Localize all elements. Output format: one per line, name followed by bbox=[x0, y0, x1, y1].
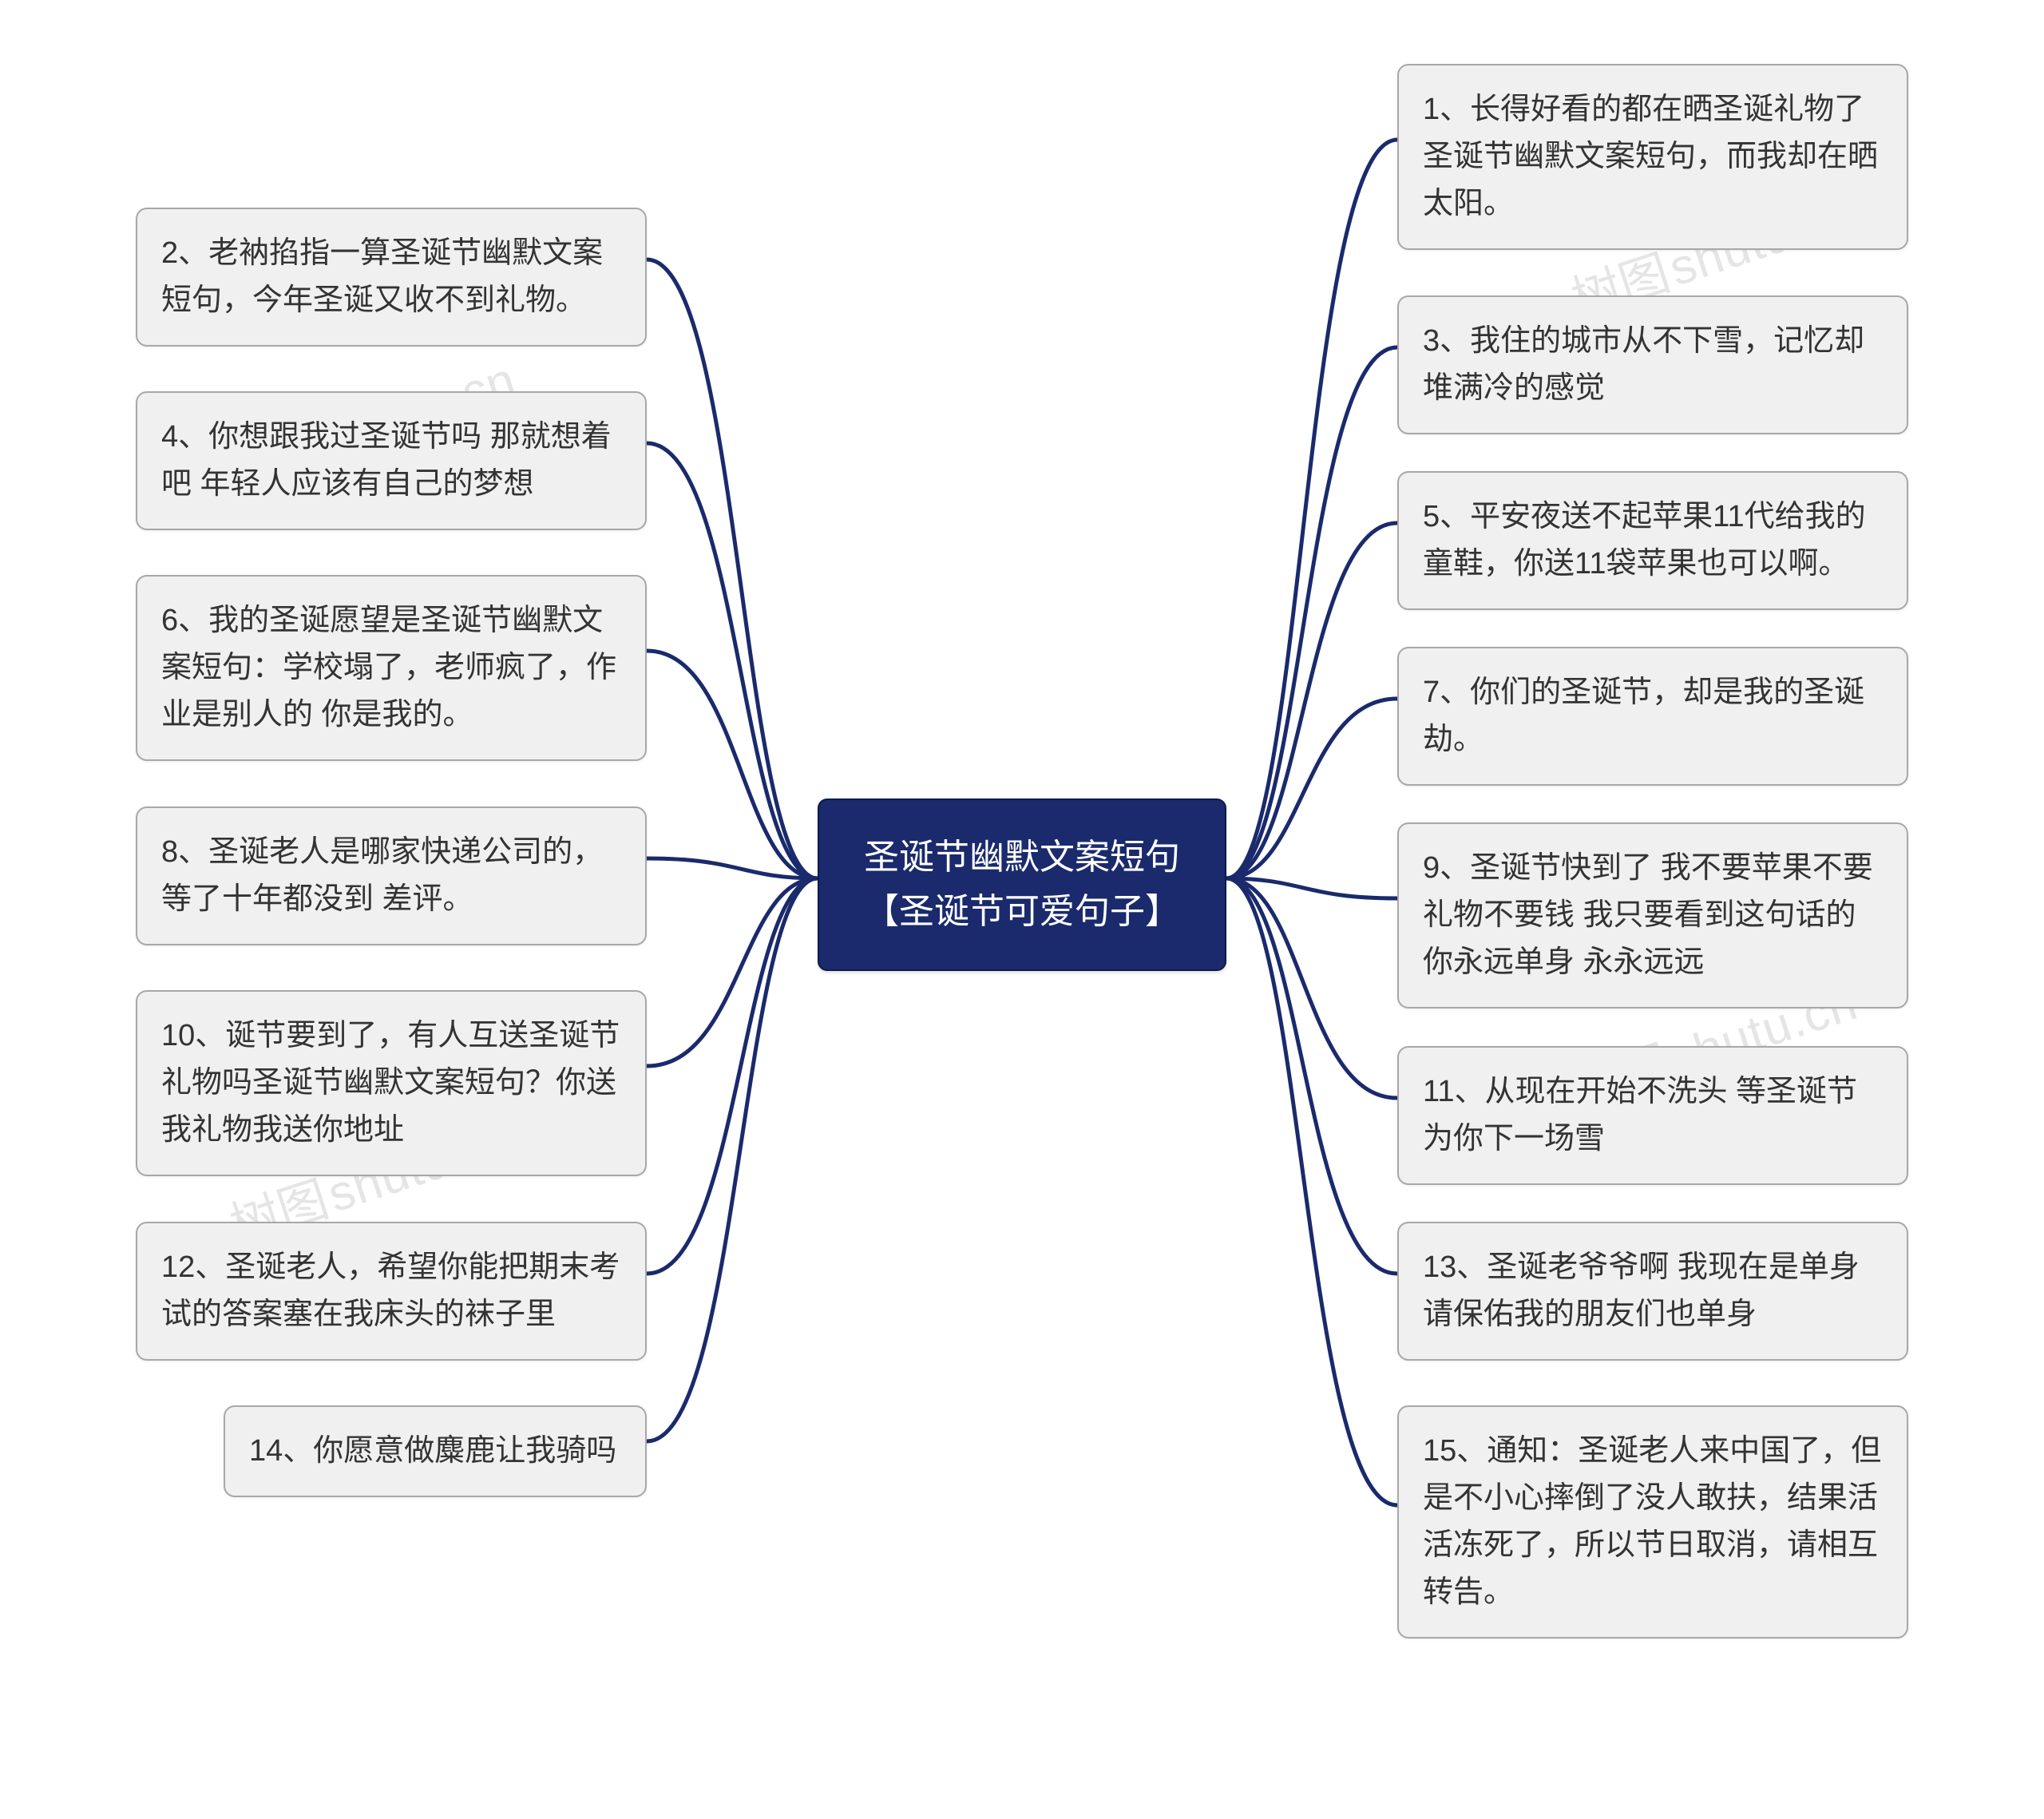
connector bbox=[647, 260, 818, 878]
connector bbox=[1226, 878, 1397, 1505]
leaf-node-6[interactable]: 6、我的圣诞愿望是圣诞节幽默文案短句：学校塌了，老师疯了，作业是别人的 你是我的… bbox=[136, 575, 647, 761]
connector bbox=[1226, 878, 1397, 1274]
connector bbox=[1226, 878, 1397, 898]
leaf-node-4[interactable]: 4、你想跟我过圣诞节吗 那就想着吧 年轻人应该有自己的梦想 bbox=[136, 391, 647, 530]
connector bbox=[1226, 878, 1397, 1098]
leaf-node-11[interactable]: 11、从现在开始不洗头 等圣诞节为你下一场雪 bbox=[1397, 1046, 1908, 1185]
connector bbox=[647, 878, 818, 1441]
leaf-node-13[interactable]: 13、圣诞老爷爷啊 我现在是单身 请保佑我的朋友们也单身 bbox=[1397, 1222, 1908, 1361]
leaf-node-10[interactable]: 10、诞节要到了，有人互送圣诞节礼物吗圣诞节幽默文案短句？你送我礼物我送你地址 bbox=[136, 990, 647, 1176]
connector bbox=[1226, 523, 1397, 878]
mindmap-canvas: 树图 shutu.cn 树图 shutu.cn 树图 shutu.cn 树图 s… bbox=[0, 0, 2044, 1819]
leaf-node-14[interactable]: 14、你愿意做麋鹿让我骑吗 bbox=[224, 1405, 647, 1497]
leaf-node-3[interactable]: 3、我住的城市从不下雪，记忆却堆满冷的感觉 bbox=[1397, 295, 1908, 434]
connector bbox=[647, 651, 818, 878]
connector bbox=[647, 878, 818, 1066]
connector bbox=[647, 443, 818, 878]
leaf-node-5[interactable]: 5、平安夜送不起苹果11代给我的童鞋，你送11袋苹果也可以啊。 bbox=[1397, 471, 1908, 610]
leaf-node-1[interactable]: 1、长得好看的都在晒圣诞礼物了圣诞节幽默文案短句，而我却在晒太阳。 bbox=[1397, 64, 1908, 250]
leaf-node-9[interactable]: 9、圣诞节快到了 我不要苹果不要礼物不要钱 我只要看到这句话的你永远单身 永永远… bbox=[1397, 822, 1908, 1009]
leaf-node-12[interactable]: 12、圣诞老人，希望你能把期末考试的答案塞在我床头的袜子里 bbox=[136, 1222, 647, 1361]
leaf-node-2[interactable]: 2、老衲掐指一算圣诞节幽默文案短句，今年圣诞又收不到礼物。 bbox=[136, 208, 647, 347]
connector bbox=[1226, 140, 1397, 878]
connector bbox=[1226, 347, 1397, 878]
center-topic[interactable]: 圣诞节幽默文案短句【圣诞节可爱句子】 bbox=[818, 799, 1226, 971]
connector bbox=[647, 858, 818, 878]
leaf-node-15[interactable]: 15、通知：圣诞老人来中国了，但是不小心摔倒了没人敢扶，结果活活冻死了，所以节日… bbox=[1397, 1405, 1908, 1639]
connector bbox=[647, 878, 818, 1274]
connector bbox=[1226, 699, 1397, 878]
leaf-node-7[interactable]: 7、你们的圣诞节，却是我的圣诞劫。 bbox=[1397, 647, 1908, 786]
leaf-node-8[interactable]: 8、圣诞老人是哪家快递公司的，等了十年都没到 差评。 bbox=[136, 806, 647, 945]
